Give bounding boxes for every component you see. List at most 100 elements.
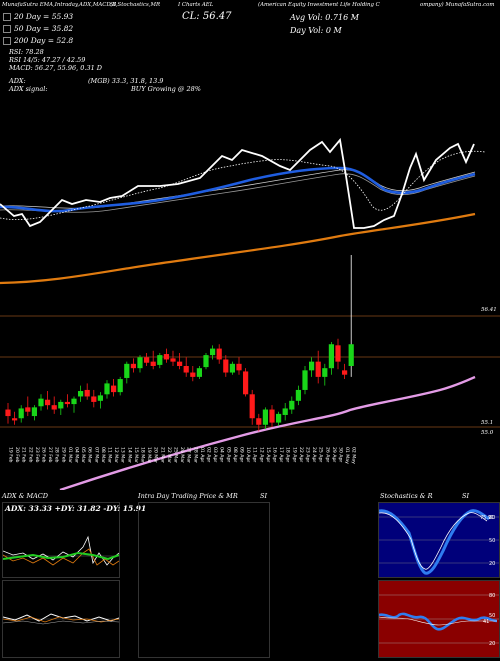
candle-body — [183, 366, 189, 373]
mr-level-20: 20 — [489, 641, 495, 647]
mr-value: 41 — [483, 619, 489, 625]
ema200-label: 200 Day = 52.8 — [14, 36, 74, 45]
intraday-panel-title: Intra Day Trading Price & MR — [138, 492, 238, 500]
candle-body — [216, 348, 222, 360]
macd-value: MACD: 56.27, 55.96, 0.31 D — [9, 64, 103, 72]
mr-line — [378, 612, 498, 631]
close-price: CL: 56.47 — [182, 11, 232, 22]
plus-di-line — [3, 551, 119, 561]
stoch-k-line — [378, 509, 490, 575]
ema50-label: 50 Day = 35.82 — [14, 24, 74, 33]
ema200-swatch-icon — [3, 37, 11, 45]
adx-panel: ADX: 33.33 +DY: 31.82 -DY: 15.91 — [2, 502, 146, 578]
candle-body — [315, 361, 321, 377]
candle-body — [282, 408, 288, 415]
date-tick-label: 22 Mar — [166, 447, 172, 463]
candle-body — [163, 354, 169, 360]
date-tick-label: 27 Mar — [186, 447, 192, 463]
date-tick-label: 20 Feb — [14, 447, 20, 463]
candle-body — [276, 413, 282, 423]
date-tick-label: 19 Mar — [146, 447, 152, 463]
date-tick-label: 09 Apr — [239, 447, 245, 462]
candle-body — [51, 405, 57, 410]
adx-panel-title: ADX & MACD — [2, 492, 48, 500]
date-tick-label: 01 May — [344, 447, 350, 464]
candle-body — [309, 361, 315, 371]
candle-body — [177, 361, 183, 366]
candle-body — [91, 396, 97, 402]
adx-plot — [3, 535, 119, 566]
candle-body — [71, 398, 77, 405]
stoch-d-line — [378, 512, 488, 570]
adx-line — [3, 535, 119, 566]
stoch-si-label: SI — [462, 492, 470, 500]
candle-body — [289, 400, 295, 410]
date-tick-label: 24 Apr — [311, 447, 317, 462]
candle-body — [342, 370, 348, 375]
ema-short-dotted — [0, 150, 486, 221]
price-line — [0, 137, 475, 229]
candle-body — [335, 345, 341, 362]
date-tick-label: 30 Apr — [338, 447, 344, 462]
candle-body — [111, 385, 117, 393]
price-label-top: 56.41 — [481, 307, 497, 313]
intraday-si-label: SI — [260, 492, 268, 500]
candle-body — [137, 357, 143, 369]
date-tick-label: 19 Feb — [8, 447, 14, 463]
candle-body — [18, 408, 24, 419]
candle-body — [295, 389, 301, 401]
date-tick-label: 11 Apr — [252, 447, 258, 462]
adx-label: ADX: — [9, 77, 26, 85]
ema200-line — [0, 212, 476, 285]
ema50-swatch-icon — [3, 25, 11, 33]
legend-ema20: 20 Day = 55.93 — [3, 12, 73, 21]
date-tick-label: 16 Apr — [272, 447, 278, 462]
stoch-level-80: 80 — [489, 515, 495, 521]
legend-ema50: 50 Day = 35.82 — [3, 24, 73, 33]
avg-volume: Avg Vol: 0.716 M — [290, 13, 359, 22]
stochastics-panel: 75.91 80 50 20 — [378, 502, 500, 578]
date-tick-label: 01 Apr — [199, 447, 205, 462]
date-tick-label: 15 Mar — [133, 447, 139, 463]
legend-ema200: 200 Day = 52.8 — [3, 36, 73, 45]
candle-body — [269, 409, 275, 423]
date-tick-label: 21 Mar — [159, 447, 165, 463]
date-tick-label: 21 Feb — [21, 447, 27, 463]
date-tick-label: 26 Feb — [41, 447, 47, 463]
header-title-4: (American Equity Investment Life Holding… — [258, 2, 380, 8]
header-title-2: SI,Stochastics,MR — [110, 2, 161, 8]
candle-body — [38, 398, 44, 407]
date-tick-label: 03 Apr — [212, 447, 218, 462]
date-tick-label: 14 Mar — [126, 447, 132, 463]
candle-body — [170, 358, 176, 362]
stoch-panel-title: Stochastics & R — [380, 492, 433, 500]
candle-body — [25, 407, 31, 412]
candle-body — [104, 383, 110, 395]
date-tick-label: 01 Mar — [67, 447, 73, 463]
candlestick-series — [5, 255, 354, 432]
rsi-value: RSI: 78.28 — [9, 48, 44, 56]
date-tick-label: 19 Apr — [291, 447, 297, 462]
candle-body — [124, 363, 130, 378]
date-tick-label: 10 Apr — [245, 447, 251, 462]
date-tick-label: 22 Apr — [298, 447, 304, 462]
date-tick-label: 22 Feb — [27, 447, 33, 463]
candle-body — [150, 361, 156, 366]
candle-body — [64, 401, 70, 405]
date-tick-label: 27 Feb — [47, 447, 53, 463]
mr-panel: 41 80 50 20 — [378, 580, 500, 658]
adx-values: (MGB) 33.3, 31.8, 13.9 — [88, 77, 164, 85]
date-tick-label: 02 May — [351, 447, 357, 464]
price-chart: 19 Feb 20 Feb 21 Feb 22 Feb 23 Feb 26 Feb 27 F… — [0, 137, 500, 490]
date-tick-label: 05 Apr — [225, 447, 231, 462]
header-title-1: MunafaSutra EMA,Intraday,ADX,MACD,B — [2, 2, 117, 8]
stoch-level-20: 20 — [489, 561, 495, 567]
macd-panel — [2, 580, 120, 658]
candle-body — [196, 368, 202, 377]
date-tick-label: 25 Apr — [318, 447, 324, 462]
date-tick-label: 06 Mar — [87, 447, 93, 463]
candle-body — [97, 395, 103, 401]
macd-signal-line — [2, 616, 120, 623]
intraday-panel — [138, 502, 270, 658]
candle-body — [328, 344, 334, 369]
